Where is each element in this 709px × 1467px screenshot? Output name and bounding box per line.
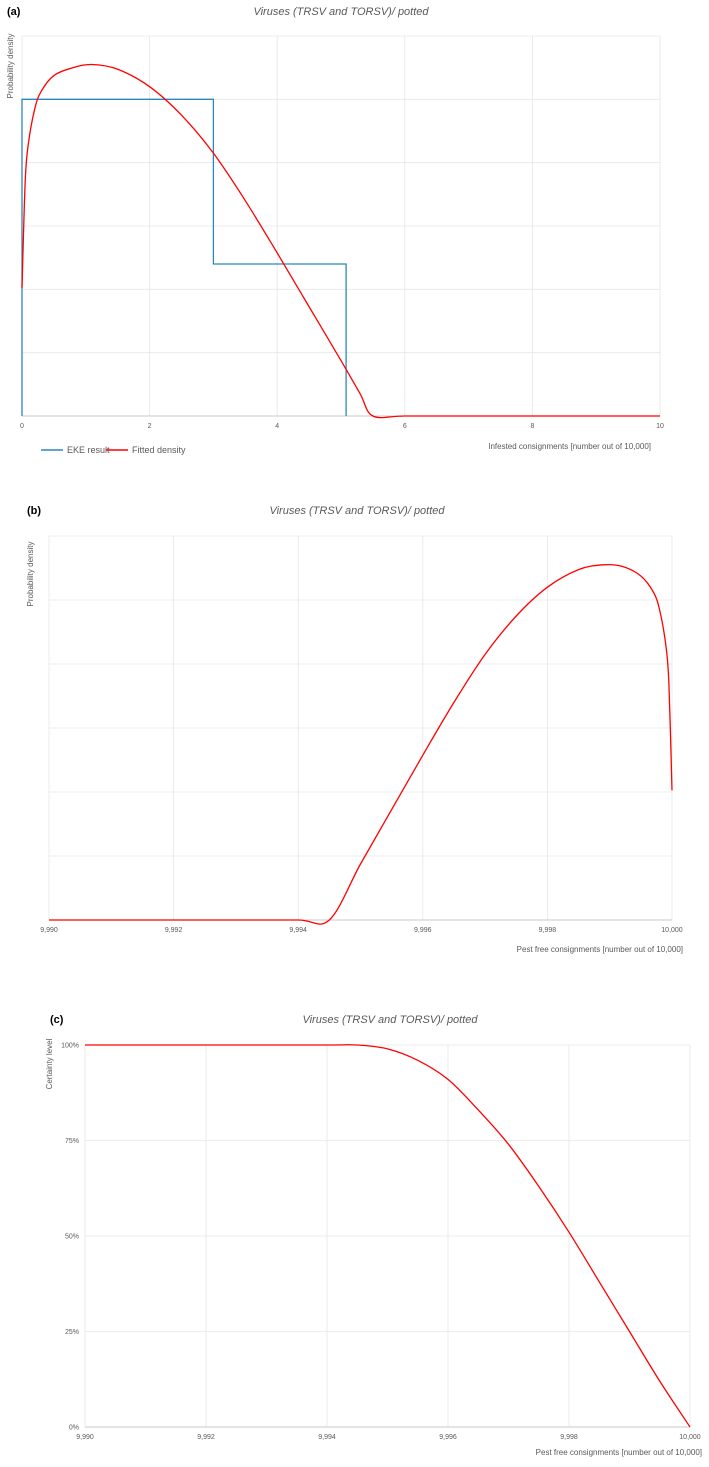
panel-c-xlabel: Pest free consignments [number out of 10… bbox=[536, 1448, 702, 1457]
panel-a-legend: EKE result Fitted density bbox=[41, 445, 186, 455]
x-tick-label: 9,990 bbox=[40, 927, 58, 934]
panel-c-title: Viruses (TRSV and TORSV)/ potted bbox=[302, 1014, 478, 1026]
x-tick-label: 9,990 bbox=[76, 1434, 94, 1441]
x-tick-label: 6 bbox=[403, 423, 407, 430]
panel-c: (c) Viruses (TRSV and TORSV)/ potted Cer… bbox=[45, 1014, 702, 1457]
x-tick-label: 2 bbox=[148, 423, 152, 430]
x-tick-label: 4 bbox=[275, 423, 279, 430]
panel-b-xlabel: Pest free consignments [number out of 10… bbox=[517, 945, 683, 954]
y-tick-label: 25% bbox=[65, 1329, 79, 1336]
panel-b: (b) Viruses (TRSV and TORSV)/ potted Pro… bbox=[26, 505, 683, 954]
panel-a-xlabel: Infested consignments [number out of 10,… bbox=[488, 442, 651, 451]
panel-b-xticks: 9,990 9,992 9,994 9,996 9,998 10,000 bbox=[40, 927, 683, 934]
panel-c-grid bbox=[84, 1044, 691, 1428]
x-tick-label: 9,996 bbox=[439, 1434, 457, 1441]
x-tick-label: 9,996 bbox=[414, 927, 432, 934]
panel-a-label: (a) bbox=[7, 6, 21, 18]
panel-a-xticks: 0 2 4 6 8 10 bbox=[20, 423, 664, 430]
y-tick-label: 0% bbox=[69, 1425, 79, 1432]
panel-a-ylabel: Probability density bbox=[6, 34, 15, 99]
panel-b-series bbox=[48, 563, 673, 925]
panel-c-series bbox=[85, 1044, 691, 1428]
panel-a-grid bbox=[21, 35, 661, 417]
x-tick-label: 9,994 bbox=[318, 1434, 336, 1441]
y-tick-label: 100% bbox=[61, 1043, 79, 1050]
panel-a-series bbox=[21, 63, 660, 419]
panel-a: (a) Viruses (TRSV and TORSV)/ potted Pro… bbox=[6, 6, 664, 455]
eke-result-series-line bbox=[21, 98, 347, 416]
x-tick-label: 10 bbox=[656, 423, 664, 430]
panel-a-title: Viruses (TRSV and TORSV)/ potted bbox=[253, 6, 429, 18]
cdf-series-line bbox=[48, 563, 673, 925]
panel-c-label: (c) bbox=[50, 1014, 64, 1026]
panel-c-ylabel: Certainty level bbox=[45, 1038, 54, 1089]
x-tick-label: 9,992 bbox=[165, 927, 183, 934]
panel-b-ylabel: Probability density bbox=[26, 542, 35, 607]
panel-b-title: Viruses (TRSV and TORSV)/ potted bbox=[269, 505, 445, 517]
x-tick-label: 0 bbox=[20, 423, 24, 430]
panel-b-label: (b) bbox=[27, 505, 41, 517]
x-tick-label: 9,998 bbox=[560, 1434, 578, 1441]
x-tick-label: 8 bbox=[530, 423, 534, 430]
x-tick-label: 10,000 bbox=[679, 1434, 701, 1441]
panel-b-grid bbox=[48, 535, 673, 921]
y-tick-label: 50% bbox=[65, 1234, 79, 1241]
y-tick-label: 75% bbox=[65, 1138, 79, 1145]
legend-eke-label: EKE result bbox=[67, 445, 110, 455]
x-tick-label: 9,992 bbox=[197, 1434, 215, 1441]
x-tick-label: 9,994 bbox=[289, 927, 307, 934]
panel-c-ticks: 9,990 9,992 9,994 9,996 9,998 10,000 0% 25% 50% 7… bbox=[61, 1043, 701, 1442]
x-tick-label: 9,998 bbox=[539, 927, 557, 934]
fitted-density-series-line bbox=[21, 63, 660, 419]
cdf-series-line bbox=[85, 1044, 691, 1428]
legend-fitted-label: Fitted density bbox=[132, 445, 186, 455]
x-tick-label: 10,000 bbox=[661, 927, 683, 934]
